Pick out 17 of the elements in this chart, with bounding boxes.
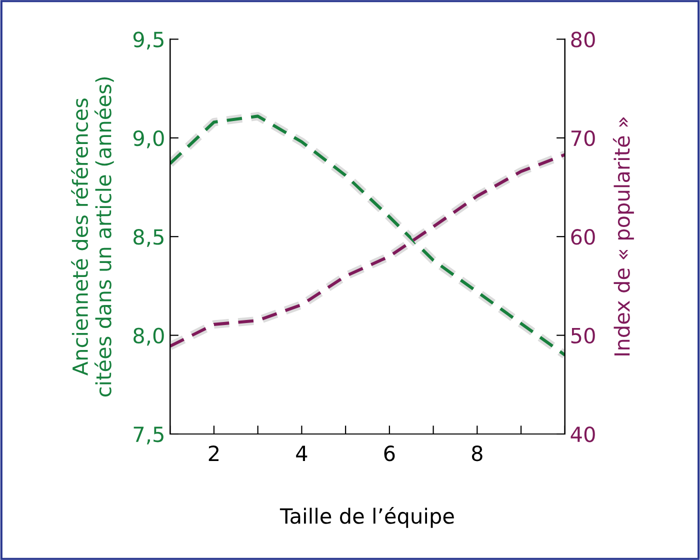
y2-tick-label: 60 xyxy=(571,229,595,245)
y2-tick-label: 40 xyxy=(570,426,595,442)
y2-tick-label: 70 xyxy=(571,130,595,146)
y-tick-label: 9,5 xyxy=(133,32,164,50)
y-tick-label: 8,0 xyxy=(134,328,164,346)
y-axis-title: Ancienneté des références citées dans un article (années) xyxy=(71,77,114,397)
y2-axis-title: Index de « popularité » xyxy=(612,117,634,356)
x-tick-label: 6 xyxy=(384,445,395,462)
x-tick-label: 8 xyxy=(472,445,482,462)
y2-tick-label: 80 xyxy=(571,32,595,48)
x-tick-label: 4 xyxy=(296,446,308,461)
x-tick-label: 2 xyxy=(208,445,219,461)
x-axis-title: Taille de l’équipe xyxy=(280,506,454,528)
y-tick-label: 7,5 xyxy=(134,426,164,444)
y-tick-label: 9,0 xyxy=(133,130,164,148)
y-tick-label: 8,5 xyxy=(134,229,164,247)
y2-tick-label: 50 xyxy=(571,328,595,344)
